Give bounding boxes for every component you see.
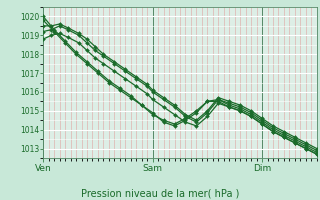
Text: Pression niveau de la mer( hPa ): Pression niveau de la mer( hPa )	[81, 188, 239, 198]
